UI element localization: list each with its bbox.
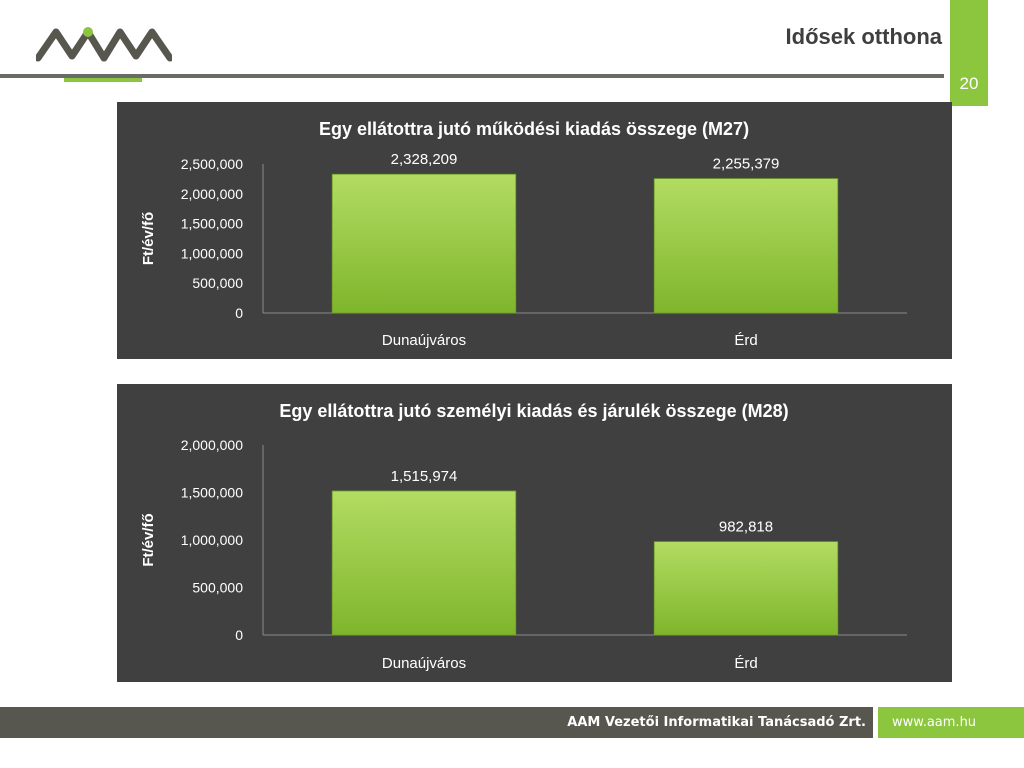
y-tick-label: 500,000 (192, 580, 243, 596)
chart-title: Egy ellátottra jutó működési kiadás össz… (319, 119, 749, 139)
bar (653, 541, 839, 636)
chart-title: Egy ellátottra jutó személyi kiadás és j… (279, 401, 788, 421)
y-tick-label: 0 (235, 627, 243, 643)
data-label: 2,328,209 (391, 151, 458, 168)
data-label: 982,818 (719, 519, 773, 536)
y-tick-label: 500,000 (192, 275, 243, 291)
aam-logo-icon (36, 27, 172, 62)
y-tick-label: 2,000,000 (181, 186, 243, 202)
y-tick-label: 2,000,000 (181, 437, 243, 453)
footer-website-link[interactable]: www.aam.hu (878, 707, 1024, 738)
footer-company: AAM Vezetői Informatikai Tanácsadó Zrt. (567, 715, 866, 730)
bar (331, 173, 517, 314)
chart-m27: Egy ellátottra jutó működési kiadás össz… (140, 119, 907, 349)
y-tick-label: 1,000,000 (181, 532, 243, 548)
bar (331, 490, 517, 636)
page-number: 20 (959, 74, 979, 93)
x-tick-label: Érd (734, 332, 757, 349)
data-label: 1,515,974 (391, 468, 458, 485)
chart-panel-m28: Egy ellátottra jutó személyi kiadás és j… (117, 384, 952, 682)
chart-m28: Egy ellátottra jutó személyi kiadás és j… (140, 401, 907, 672)
y-tick-label: 1,500,000 (181, 216, 243, 232)
data-label: 2,255,379 (713, 156, 780, 173)
y-tick-label: 0 (235, 305, 243, 321)
x-tick-label: Dunaújváros (382, 332, 466, 349)
y-axis-label: Ft/év/fő (140, 513, 157, 566)
y-tick-label: 1,000,000 (181, 245, 243, 261)
header-divider (0, 74, 944, 78)
x-tick-label: Dunaújváros (382, 655, 466, 672)
page-number-tab (950, 0, 988, 106)
header-accent (64, 78, 142, 82)
y-tick-label: 2,500,000 (181, 156, 243, 172)
y-tick-label: 1,500,000 (181, 485, 243, 501)
chart-panel-m27: Egy ellátottra jutó működési kiadás össz… (117, 102, 952, 359)
bar (653, 178, 839, 314)
x-tick-label: Érd (734, 655, 757, 672)
footer-bar (0, 707, 873, 738)
y-axis-label: Ft/év/fő (140, 212, 157, 265)
page-title: Idősek otthona (785, 24, 942, 49)
